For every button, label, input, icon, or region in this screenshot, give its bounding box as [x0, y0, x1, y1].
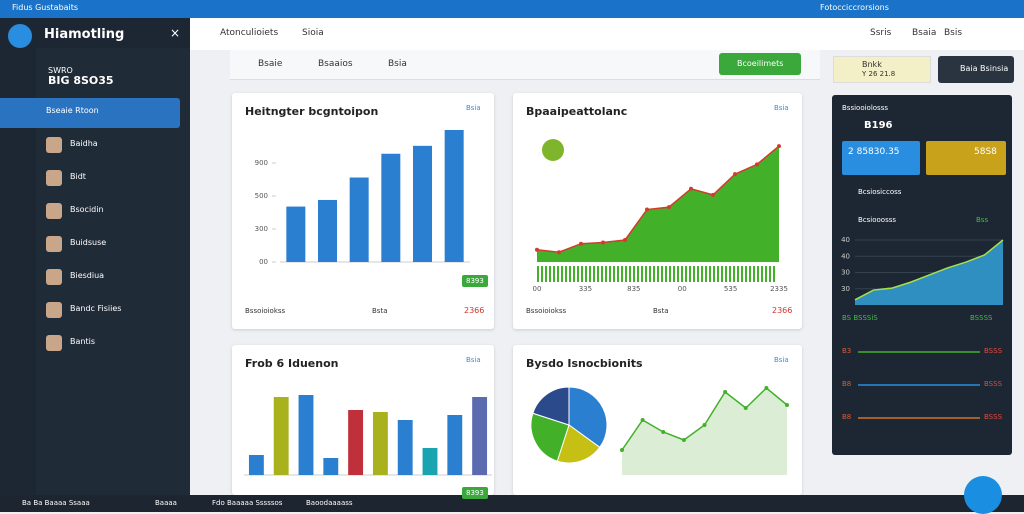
avatar — [46, 203, 62, 219]
nav-item[interactable]: Baidha — [70, 139, 98, 148]
task[interactable]: Baoodaaaass — [306, 499, 353, 507]
tabs: Bsaie Bsaaios Bsia Bcoeilimets — [230, 50, 820, 80]
toolbar-item[interactable]: Atonculioiets — [220, 28, 279, 38]
panel — [513, 93, 802, 329]
task[interactable]: Baaaa — [155, 499, 177, 507]
bar-label: B3 — [842, 347, 852, 355]
card: 58S8 — [926, 141, 1006, 175]
nav-item[interactable]: Bantis — [70, 337, 95, 346]
panel-title: Bysdo Isnocbionits — [526, 357, 643, 370]
close[interactable]: × — [170, 26, 181, 40]
badge: 8393 — [462, 275, 488, 287]
tab[interactable]: Bsaaios — [318, 59, 353, 69]
bar-value: BSSS — [984, 380, 1003, 388]
panel-footer: Bssoioiokss — [526, 307, 567, 315]
right-title: Bssiooiolosss — [842, 104, 889, 112]
panel-footer-value: 2366 — [772, 306, 793, 315]
tab[interactable]: Bsia — [388, 59, 407, 69]
avatar — [46, 137, 62, 153]
row-value: Bss — [976, 216, 989, 224]
bar-value: BSSS — [984, 413, 1003, 421]
card: 2 85830.35 — [842, 141, 920, 175]
panel-title: Bpaaipeattolanc — [526, 105, 628, 118]
bar-value: BSSS — [984, 347, 1003, 355]
row: Bcsiooosss — [858, 216, 897, 224]
panel-title: Frob 6 Iduenon — [245, 357, 339, 370]
task[interactable]: Fdo Baaaaa Sssssos — [212, 499, 283, 507]
toolbar-item[interactable]: Sioia — [302, 28, 324, 38]
address[interactable]: Fotocciccrorsions — [820, 3, 889, 12]
sidebar: Hiamotling × SWRO BIG 8SO35 — [0, 18, 190, 495]
fab[interactable] — [964, 476, 1002, 514]
nav-item[interactable]: Bidt — [70, 172, 86, 181]
avatar — [46, 236, 62, 252]
topbar: Atonculioiets Sioia Ssris Bsaia Bsis — [190, 18, 1024, 50]
nav-item[interactable]: Buidsuse — [70, 238, 107, 247]
taskbar: Ba Ba Baaaa Ssaaa Baaaa Fdo Baaaaa Sssss… — [0, 495, 1024, 512]
link[interactable]: Bsaia — [912, 28, 937, 38]
link[interactable]: Ssris — [870, 28, 892, 38]
row: Bcsiosiccoss — [858, 188, 902, 196]
panel-link[interactable]: Bsia — [774, 104, 789, 112]
bar-label: B8 — [842, 413, 852, 421]
logo — [8, 24, 32, 48]
profile-name: Bnkk — [862, 60, 882, 69]
active-item — [0, 98, 180, 128]
avatar — [46, 335, 62, 351]
foot: BS BSSSiS — [842, 314, 878, 322]
nav-item[interactable]: Bandc Fisiies — [70, 304, 122, 313]
bar-label: B8 — [842, 380, 852, 388]
panel-footer: Bsta — [372, 307, 388, 315]
link[interactable]: Bsis — [944, 28, 963, 38]
panel-footer-value: 2366 — [464, 306, 485, 315]
panel-footer: Bssoioiokss — [245, 307, 286, 315]
panel-link[interactable]: Bsia — [774, 356, 789, 364]
task[interactable]: Ba Ba Baaaa Ssaaa — [22, 499, 90, 507]
label: SWRO — [48, 66, 73, 75]
nav-item[interactable]: Biesdiua — [70, 271, 105, 280]
avatar — [46, 269, 62, 285]
right-user: B196 — [864, 120, 893, 131]
profile-sub: Y 26 21.8 — [862, 70, 896, 78]
panel-link[interactable]: Bsia — [466, 104, 481, 112]
badge: 8393 — [462, 487, 488, 499]
avatar — [46, 170, 62, 186]
panel-title: Heitngter bcgntoipon — [245, 105, 379, 118]
panel-footer: Bsta — [653, 307, 669, 315]
nav-item[interactable]: Bseaie Rtoon — [46, 106, 99, 115]
avatar — [46, 302, 62, 318]
panel-link[interactable]: Bsia — [466, 356, 481, 364]
cta-button[interactable]: Bcoeilimets — [719, 53, 801, 75]
tab[interactable]: Fidus Gustabaits — [12, 3, 79, 12]
foot: BSSSS — [970, 314, 993, 322]
app-title: Hiamotling — [44, 27, 125, 42]
value: BIG 8SO35 — [48, 74, 114, 87]
profile: Bnkk Y 26 21.8 — [833, 56, 931, 83]
panel — [232, 93, 494, 329]
browser-bar: Fidus Gustabaits Fotocciccrorsions — [0, 0, 1024, 18]
nav-item[interactable]: Bsocidin — [70, 205, 104, 214]
action-button[interactable]: Baia Bsinsia — [938, 56, 1014, 83]
tab[interactable]: Bsaie — [258, 59, 283, 69]
